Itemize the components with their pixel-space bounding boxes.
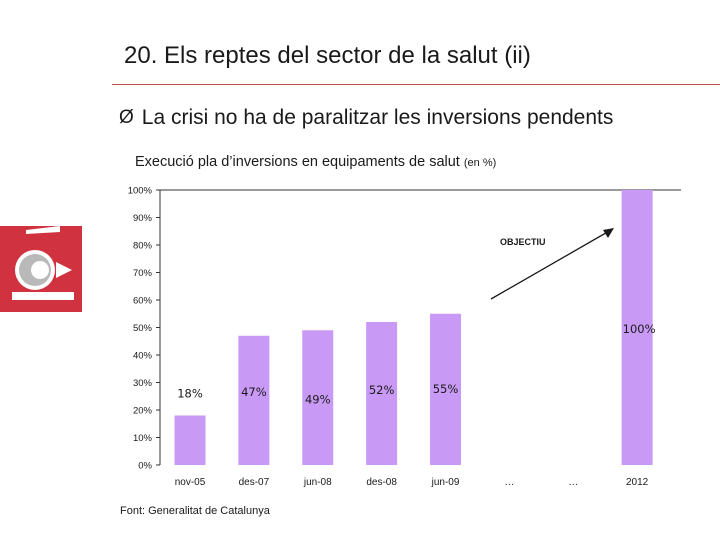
bar [174, 415, 206, 465]
slide-title: 20. Els reptes del sector de la salut (i… [124, 42, 531, 69]
y-tick-label: 20% [133, 406, 153, 417]
y-tick-label: 60% [133, 296, 153, 307]
bullet-arrow-icon: Ø [119, 107, 134, 128]
arrowhead-icon [603, 228, 614, 238]
bar [238, 335, 270, 465]
title-divider [112, 84, 720, 85]
data-label: 55% [433, 382, 459, 396]
y-tick-label: 100% [128, 186, 153, 197]
annotation-label: OBJECTIU [500, 237, 546, 247]
x-tick-label: jun-09 [431, 477, 460, 488]
bullet-text: La crisi no ha de paralitzar les inversi… [141, 106, 614, 129]
x-tick-label: nov-05 [175, 477, 206, 488]
data-label: 52% [369, 383, 395, 397]
chart-title: Execució pla d’inversions en equipaments… [135, 154, 496, 170]
x-axis: nov-05 des-07 jun-08 des-08 jun-09 … … 2012 [175, 477, 649, 488]
chart-unit: (en %) [463, 157, 497, 169]
y-axis: 0% 10% 20% 30% 40% 50% 60% 70% 80% 90% 100% [128, 186, 681, 472]
x-tick-label: … [504, 477, 514, 488]
x-tick-label: des-08 [366, 477, 397, 488]
x-tick-label: jun-08 [303, 477, 332, 488]
data-label: 18% [177, 387, 203, 401]
data-label: 47% [241, 385, 267, 399]
y-tick-label: 0% [138, 461, 152, 472]
bar [430, 313, 461, 465]
data-label: 100% [623, 322, 656, 336]
y-tick-label: 40% [133, 351, 153, 362]
x-tick-label: 2012 [626, 477, 649, 488]
y-tick-label: 30% [133, 378, 153, 389]
annotation-arrow [490, 229, 612, 300]
bar-series: 18% 47% 49% 52% 55% 100% [174, 190, 656, 465]
data-label: 49% [305, 392, 331, 406]
bullet-point: Ø La crisi no ha de paralitzar les inver… [119, 106, 613, 130]
bar [366, 322, 398, 465]
source-note: Font: Generalitat de Catalunya [120, 505, 270, 517]
x-tick-label: … [568, 477, 578, 488]
x-tick-label: des-07 [239, 477, 270, 488]
y-tick-label: 80% [133, 241, 153, 252]
generalitat-logo-icon [0, 226, 82, 312]
bar [302, 330, 334, 465]
y-tick-label: 10% [133, 433, 153, 444]
y-tick-label: 70% [133, 268, 153, 279]
objectiu-annotation: OBJECTIU [490, 228, 614, 300]
chart-title-text: Execució pla d’inversions en equipaments… [135, 154, 460, 170]
y-tick-label: 50% [133, 323, 153, 334]
bar [621, 190, 653, 465]
y-tick-label: 90% [133, 213, 153, 224]
